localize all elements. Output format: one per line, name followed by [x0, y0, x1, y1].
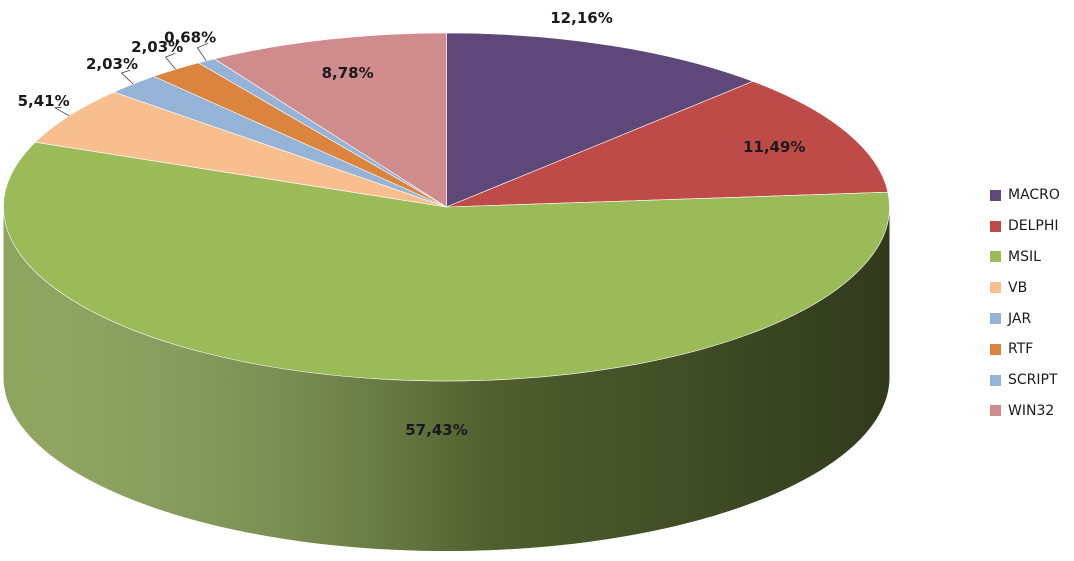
legend-label: MSIL	[1008, 248, 1041, 265]
legend-item-win32: WIN32	[990, 396, 1060, 427]
slice-vb	[34, 91, 447, 208]
leader-line-rtf	[164, 52, 176, 70]
leader-line-jar	[120, 69, 134, 85]
legend-swatch	[990, 251, 1001, 263]
legend-label: JAR	[1008, 310, 1032, 327]
slice-macro	[446, 32, 754, 208]
data-labels: 12,16%11,49%57,43%5,41%2,03%2,03%0,68%8,…	[18, 9, 806, 439]
legend: MACRO DELPHI MSIL VB JAR RTF SCRIPT WIN32	[990, 180, 1060, 426]
legend-item-msil: MSIL	[990, 242, 1060, 273]
slice-win32	[213, 32, 447, 208]
legend-swatch	[990, 189, 1001, 201]
legend-item-jar: JAR	[990, 303, 1060, 334]
data-label-vb: 5,41%	[18, 92, 70, 110]
leader-lines	[53, 42, 209, 117]
data-label-macro: 12,16%	[550, 9, 612, 27]
data-label-delphi: 11,49%	[743, 138, 805, 156]
data-label-msil: 57,43%	[405, 421, 467, 439]
data-label-script: 0,68%	[164, 28, 216, 46]
legend-label: VB	[1008, 279, 1028, 296]
legend-swatch	[990, 220, 1001, 232]
legend-item-vb: VB	[990, 272, 1060, 303]
legend-label: DELPHI	[1008, 218, 1059, 235]
pie-top-slices	[3, 32, 890, 382]
side-wall-shade-msil	[3, 207, 890, 551]
legend-swatch	[990, 313, 1001, 325]
data-label-win32: 8,78%	[322, 64, 374, 82]
legend-swatch	[990, 374, 1001, 386]
legend-item-rtf: RTF	[990, 334, 1060, 365]
legend-item-delphi: DELPHI	[990, 211, 1060, 242]
legend-swatch	[990, 343, 1001, 355]
legend-label: RTF	[1008, 341, 1034, 358]
slice-msil	[3, 141, 890, 382]
legend-label: WIN32	[1008, 402, 1055, 419]
legend-label: MACRO	[1008, 187, 1060, 204]
slice-delphi	[446, 81, 889, 208]
legend-swatch	[990, 282, 1001, 294]
pie-side-walls	[3, 207, 890, 551]
legend-item-script: SCRIPT	[990, 365, 1060, 396]
legend-label: SCRIPT	[1008, 372, 1058, 389]
legend-swatch	[990, 405, 1001, 417]
leader-line-vb	[53, 106, 70, 117]
data-label-jar: 2,03%	[86, 55, 138, 73]
legend-item-macro: MACRO	[990, 180, 1060, 211]
data-label-rtf: 2,03%	[131, 38, 183, 56]
leader-line-script	[196, 42, 209, 62]
